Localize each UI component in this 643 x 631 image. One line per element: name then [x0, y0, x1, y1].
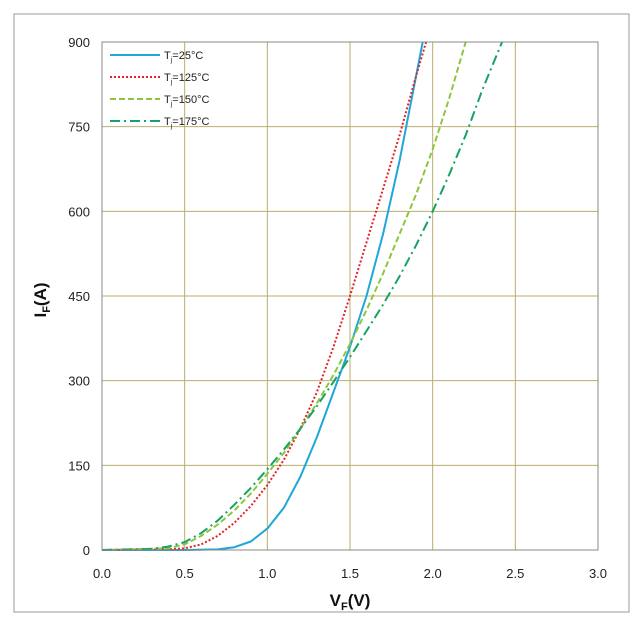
x-axis-title-main: V [330, 591, 342, 610]
y-tick-label: 750 [68, 120, 90, 135]
grid [102, 42, 598, 550]
x-axis-title: VF(V) [330, 591, 371, 613]
y-axis-title-main: I [31, 313, 50, 318]
x-tick-label: 2.0 [424, 566, 442, 581]
y-tick-label: 600 [68, 204, 90, 219]
legend-label-4: Tj=175°C [164, 116, 209, 130]
y-axis-title-suffix: (A) [31, 282, 50, 306]
y-axis-title-sub: F [41, 306, 53, 313]
y-tick-label: 450 [68, 289, 90, 304]
legend-label-2: Tj=125°C [164, 72, 209, 86]
x-tick-label: 0.5 [176, 566, 194, 581]
tick-labels: 0.0 0.5 1.0 1.5 2.0 2.5 3.0 0 150 300 450 600 750 900 [68, 35, 607, 581]
legend-label-3: Tj=150°C [164, 94, 209, 108]
y-tick-label: 0 [83, 543, 90, 558]
y-tick-label: 150 [68, 458, 90, 473]
figure-border [13, 13, 630, 613]
x-tick-label: 0.0 [93, 566, 111, 581]
y-tick-label: 300 [68, 374, 90, 389]
series-line-2 [101, 41, 428, 551]
series-layer [101, 41, 504, 551]
x-tick-label: 1.0 [258, 566, 276, 581]
legend-label-1: Tj=25°C [164, 50, 203, 64]
x-tick-label: 2.5 [506, 566, 524, 581]
x-tick-label: 3.0 [589, 566, 607, 581]
x-tick-label: 1.5 [341, 566, 359, 581]
legend: Tj=25°C Tj=125°C Tj=150°C Tj=175°C [110, 50, 209, 130]
y-tick-label: 900 [68, 35, 90, 50]
series-line-1 [102, 41, 424, 551]
x-axis-title-sub: F [341, 601, 348, 613]
x-axis-title-suffix: (V) [348, 591, 371, 610]
y-axis-title: IF(A) [31, 282, 53, 317]
series-line-4 [101, 41, 504, 551]
plot-area [101, 41, 599, 551]
